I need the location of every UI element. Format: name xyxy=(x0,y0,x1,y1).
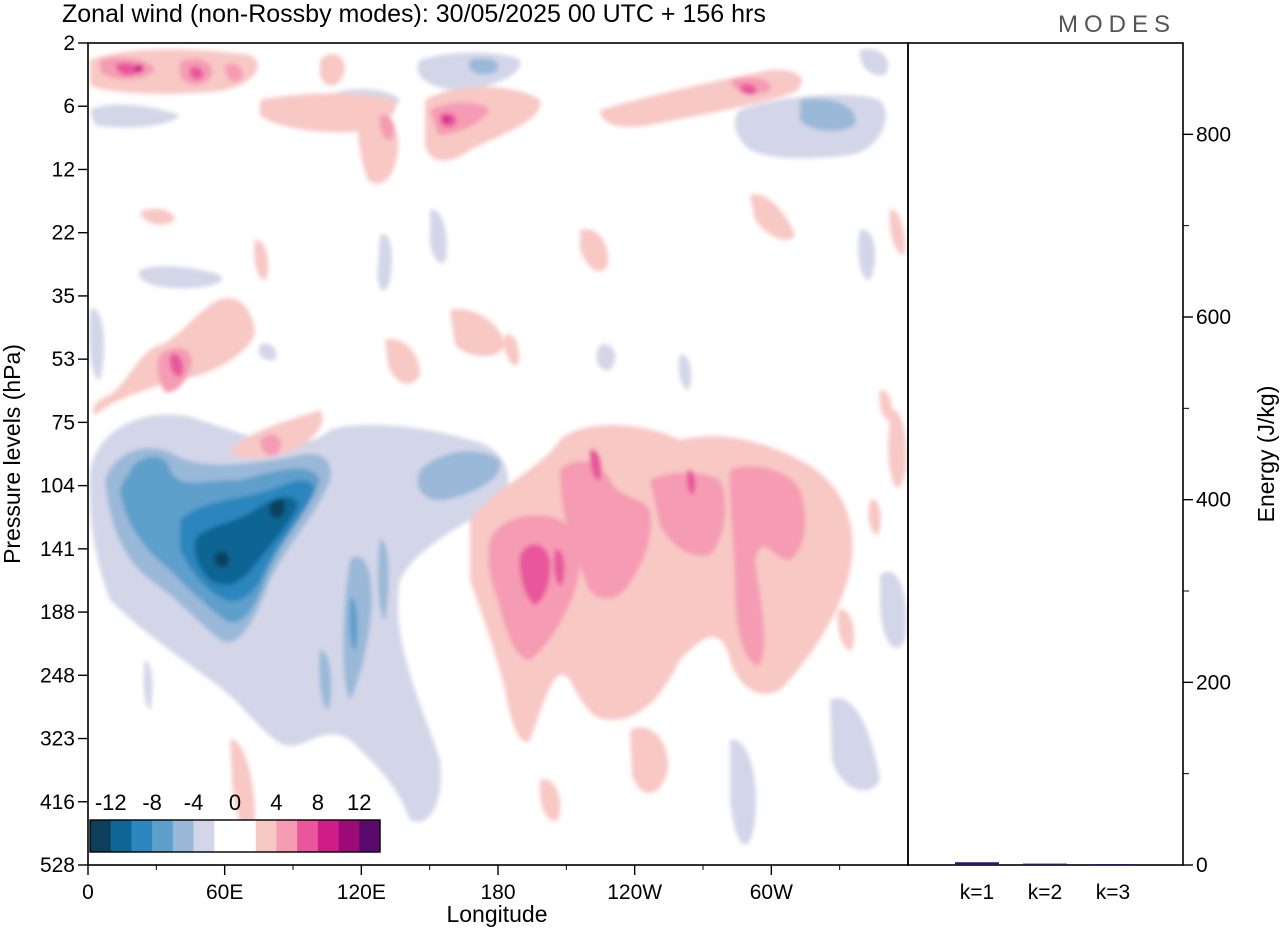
colorbar-label: 8 xyxy=(312,790,324,815)
colorbar-swatch xyxy=(235,820,257,852)
colorbar-label: 4 xyxy=(270,790,282,815)
y-tick-label: 6 xyxy=(63,95,75,118)
y-tick-label: 416 xyxy=(40,791,75,814)
colorbar-swatch xyxy=(276,820,298,852)
colorbar-swatch xyxy=(359,820,381,852)
y-tick-label: 2 xyxy=(63,32,75,55)
colorbar-swatch xyxy=(131,820,153,852)
y-tick-label: 75 xyxy=(52,411,75,434)
energy-tick-label: 600 xyxy=(1196,306,1231,329)
chart-title: Zonal wind (non-Rossby modes): 30/05/202… xyxy=(62,0,766,28)
colorbar-swatch xyxy=(152,820,174,852)
energy-category-label: k=3 xyxy=(1096,881,1130,904)
energy-bar xyxy=(955,862,999,865)
modes-logo: MODES xyxy=(1058,11,1176,38)
x-tick-label: 120E xyxy=(337,881,386,904)
colorbar-swatch xyxy=(317,820,339,852)
y-tick-label: 141 xyxy=(40,538,75,561)
x-axis-ticks: 0 60E 120E 180 120W 60W xyxy=(82,865,841,904)
y-tick-label: 104 xyxy=(40,475,75,498)
colorbar: -12 -8 -4 0 4 8 12 xyxy=(89,790,381,853)
colorbar-frame xyxy=(89,819,381,853)
wind-field xyxy=(89,49,907,845)
heatmap-area xyxy=(88,43,908,865)
colorbar-label: 12 xyxy=(347,790,371,815)
colorbar-swatch xyxy=(110,820,132,852)
energy-panel-frame xyxy=(907,42,1184,866)
energy-tick-label: 200 xyxy=(1196,671,1231,694)
energy-bars: k=1 k=2 k=3 xyxy=(955,862,1135,904)
colorbar-swatch xyxy=(90,820,112,852)
colorbar-label: -4 xyxy=(184,790,204,815)
colorbar-swatch xyxy=(338,820,360,852)
y-axis-ticks: 2 6 12 22 35 53 75 104 141 188 248 323 416 528 xyxy=(40,32,88,877)
y-tick-label: 35 xyxy=(52,285,75,308)
colorbar-swatch xyxy=(193,820,215,852)
energy-axis-ticks: 0 200 400 600 800 xyxy=(1183,123,1231,877)
energy-tick-label: 800 xyxy=(1196,123,1231,146)
y-tick-label: 528 xyxy=(40,854,75,877)
x-tick-label: 0 xyxy=(82,881,94,904)
x-tick-label: 120W xyxy=(607,881,662,904)
colorbar-label: 0 xyxy=(229,790,241,815)
y-tick-label: 22 xyxy=(52,222,75,245)
colorbar-label: -12 xyxy=(95,790,127,815)
energy-category-label: k=1 xyxy=(960,881,994,904)
colorbar-label: -8 xyxy=(142,790,162,815)
colorbar-swatch xyxy=(255,820,277,852)
energy-category-label: k=2 xyxy=(1028,881,1062,904)
x-tick-label: 180 xyxy=(480,881,515,904)
y-tick-label: 323 xyxy=(40,728,75,751)
y-axis-label: Pressure levels (hPa) xyxy=(0,344,25,564)
y-tick-label: 12 xyxy=(52,158,75,181)
energy-bar xyxy=(1091,864,1135,866)
colorbar-swatch xyxy=(172,820,194,852)
y-tick-label: 248 xyxy=(40,664,75,687)
y-tick-label: 188 xyxy=(40,601,75,624)
colorbar-swatch xyxy=(297,820,319,852)
energy-axis-label: Energy (J/kg) xyxy=(1253,386,1279,523)
colorbar-swatch xyxy=(214,820,236,852)
energy-tick-label: 0 xyxy=(1196,854,1208,877)
energy-tick-label: 400 xyxy=(1196,489,1231,512)
y-tick-label: 53 xyxy=(52,348,75,371)
x-tick-label: 60W xyxy=(750,881,793,904)
energy-bar xyxy=(1023,863,1067,866)
x-axis-label: Longitude xyxy=(446,901,547,927)
x-tick-label: 60E xyxy=(206,881,243,904)
